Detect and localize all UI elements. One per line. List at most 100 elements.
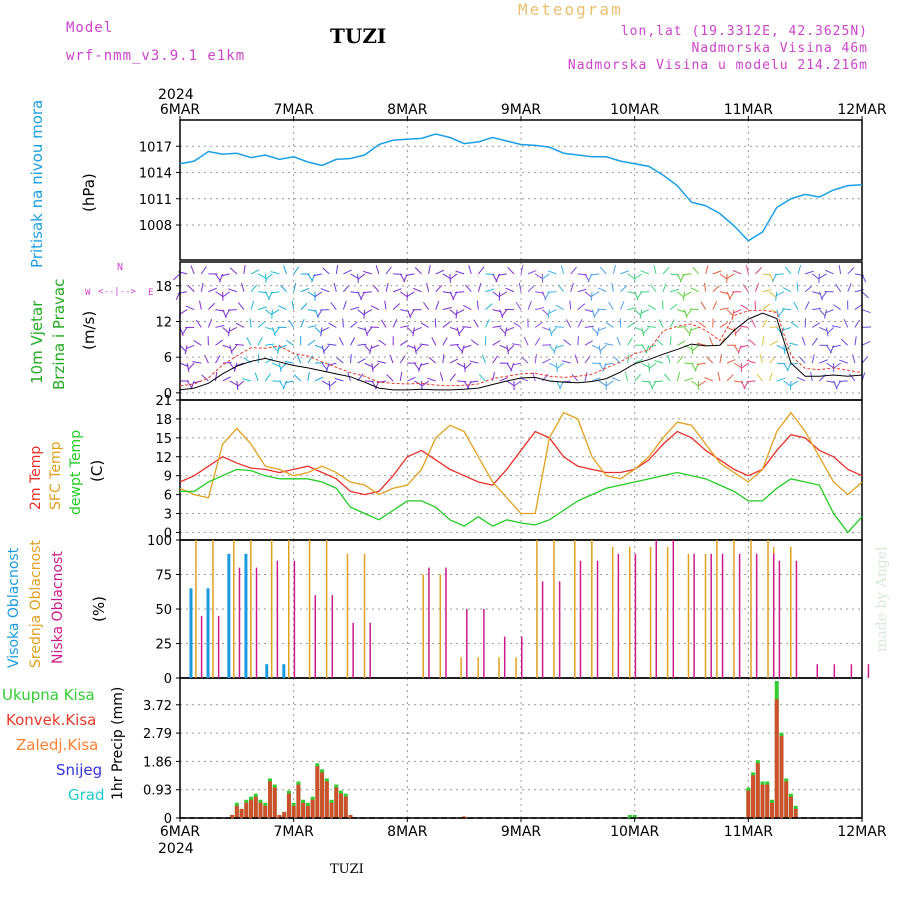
wind-arrow (861, 356, 869, 364)
cloud-bar (293, 560, 296, 678)
precip-conv-bar (249, 799, 254, 818)
wind-arrow (605, 321, 614, 328)
wind-arrow (276, 345, 280, 355)
compass-west: W (85, 288, 91, 298)
temperature-ytick-label: 18 (155, 413, 172, 428)
wind-arrow (385, 282, 389, 292)
cloud-bar (195, 540, 197, 678)
wind-arrow (801, 336, 806, 346)
wind-arrow (712, 301, 717, 310)
wind-arrow (462, 326, 472, 328)
wind-arrow (689, 326, 699, 331)
wind-arrow (250, 269, 260, 275)
cloud-bar (672, 540, 675, 678)
wind-arrow (826, 327, 834, 335)
wind-arrow (271, 309, 280, 315)
wind-arrow (185, 305, 195, 311)
wind-arrow (696, 342, 706, 346)
wind-arrow (278, 305, 287, 311)
wind-arrow (246, 337, 252, 346)
wind-arrow (599, 344, 607, 352)
wind-arrow (192, 361, 202, 364)
wind-arrow (689, 308, 699, 311)
wind-arrow (229, 267, 238, 275)
temperature-ytick-label: 3 (164, 508, 172, 523)
wind-arrow (804, 285, 813, 293)
wind-arrow (811, 273, 820, 280)
wind-arrow (449, 273, 458, 280)
wind-arrow (839, 359, 848, 364)
cloud-bar (767, 540, 769, 678)
cloud-bar (634, 553, 637, 678)
wind-arrow (597, 326, 607, 332)
cloud-bar (628, 546, 631, 678)
wind-arrow (759, 354, 764, 364)
precip-conv-bar (784, 781, 789, 818)
wind-arrow (604, 342, 614, 346)
wind-arrow (407, 376, 416, 382)
xtick-label-bottom: 8MAR (387, 824, 428, 840)
cloud-bar (352, 622, 354, 678)
precip-ytick-label: 0 (164, 812, 172, 827)
wind-arrow (485, 288, 495, 293)
wind-arrow (683, 291, 692, 297)
wind-arrow (819, 359, 828, 364)
cloud-bar (833, 664, 836, 678)
wind-arrow (849, 373, 856, 382)
wind-arrow (854, 303, 863, 310)
wind-arrow (369, 345, 373, 355)
wind-arrow (320, 326, 330, 332)
wind-arrow (634, 309, 642, 317)
wind-arrow (357, 326, 367, 331)
wind-arrow (215, 324, 225, 328)
wind-arrow (811, 337, 818, 346)
wind-arrow (250, 300, 255, 310)
wind-arrow (456, 362, 466, 368)
wind-arrow (504, 327, 508, 337)
wind-arrow (561, 360, 571, 364)
cloud-bar (778, 560, 781, 678)
wind-arrow (691, 344, 699, 352)
wind-arrow (547, 270, 557, 275)
wind-arrow (751, 319, 756, 328)
wind-arrow (442, 337, 448, 346)
wind-arrow (492, 372, 495, 382)
wind-arrow (584, 372, 588, 382)
wind-arrow (553, 345, 557, 355)
wind-arrow (293, 374, 302, 382)
wind-arrow (769, 340, 778, 346)
legend-frz-rain: Zaledj.Kisa (16, 736, 99, 754)
wind-arrow (492, 355, 499, 364)
wind-arrow (465, 284, 472, 293)
wind-arrow (838, 264, 842, 274)
wind-arrow (399, 355, 406, 364)
wind-arrow (237, 302, 245, 310)
wind-arrow (542, 326, 551, 331)
wind-arrow (179, 362, 189, 368)
wind-arrow (782, 287, 792, 293)
wind-arrow (413, 287, 422, 293)
wind-arrow (449, 309, 458, 316)
wind-arrow (357, 343, 367, 346)
wind-arrow (370, 344, 380, 349)
wind-arrow (363, 270, 372, 275)
wind-arrow (658, 319, 664, 328)
xtick-label-top: 11MAR (724, 102, 773, 118)
wind-arrow (677, 325, 687, 328)
cloud-bar (541, 581, 544, 678)
cloud-bar (346, 553, 349, 678)
wind-arrow (364, 362, 374, 368)
wind-arrow (222, 327, 230, 334)
temp-line-2m (179, 430, 863, 496)
wind-arrow (577, 303, 586, 310)
wind-arrow (728, 291, 735, 300)
wind-arrow (662, 266, 670, 275)
wind-arrow (187, 284, 195, 293)
wind-arrow (442, 354, 445, 364)
wind-arrow (481, 354, 486, 364)
cloud-bar (325, 540, 328, 678)
wind-arrow (554, 325, 564, 328)
wind-arrow (463, 304, 472, 311)
compass-arrow: <--|--> (98, 287, 136, 297)
wind-arrow (620, 285, 628, 293)
